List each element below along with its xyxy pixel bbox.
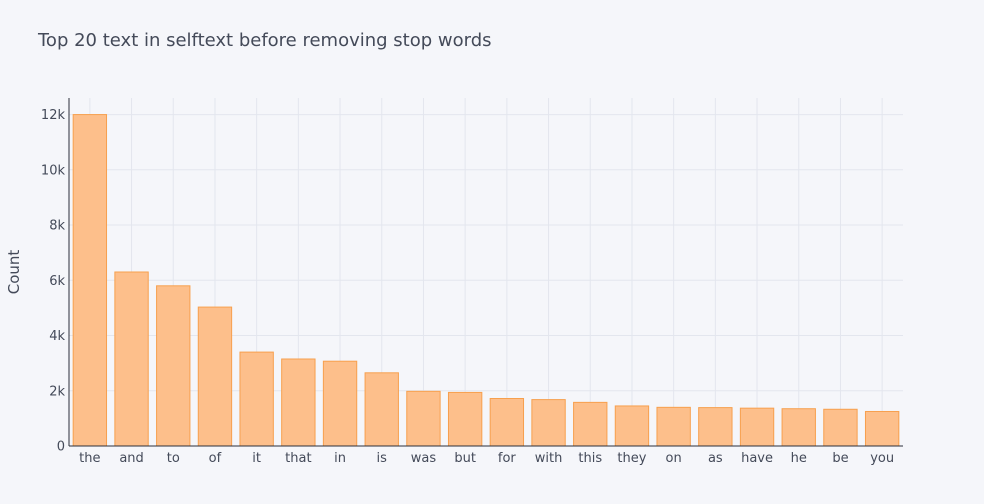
bar-but [447, 391, 483, 447]
x-tick-label: and [119, 451, 143, 466]
x-tick-label: on [666, 451, 682, 466]
x-tick-label: the [79, 451, 100, 466]
x-tick-label: this [578, 451, 602, 466]
bar-is [364, 372, 399, 447]
y-tick-label: 12k [41, 108, 66, 123]
bar-be [823, 408, 858, 447]
y-tick-label: 10k [41, 163, 66, 178]
bar-and [114, 271, 149, 447]
bar-that [281, 358, 316, 447]
x-tick-label: in [334, 451, 346, 466]
bar-as [698, 407, 733, 447]
x-tick-label: be [832, 451, 848, 466]
bar-to [156, 285, 191, 447]
x-tick-label: for [498, 451, 517, 466]
bar-they [614, 405, 650, 447]
bar-for [489, 397, 525, 447]
bar-on [656, 406, 691, 447]
x-tick-label: of [209, 451, 222, 466]
x-tick-label: but [454, 451, 476, 466]
y-tick-label: 0 [57, 440, 65, 455]
y-tick-label: 6k [49, 274, 65, 289]
bar-it [239, 351, 274, 447]
x-tick-label: with [535, 451, 563, 466]
bar-in [322, 360, 358, 447]
bar-this [573, 401, 608, 447]
chart-title: Top 20 text in selftext before removing … [38, 30, 492, 51]
x-tick-label: you [870, 451, 894, 466]
x-tick-label: is [377, 451, 388, 466]
bar-was [406, 390, 441, 447]
bar-with [531, 399, 566, 447]
x-tick-label: he [791, 451, 807, 466]
bar-the [72, 114, 108, 447]
y-tick-label: 4k [49, 329, 65, 344]
x-tick-label: that [285, 451, 311, 466]
bar-he [781, 408, 816, 447]
bar-of [197, 306, 233, 447]
x-tick-label: as [708, 451, 723, 466]
y-axis-title: Count [5, 250, 23, 295]
x-tick-label: they [617, 451, 646, 466]
x-tick-label: was [411, 451, 437, 466]
y-tick-label: 2k [49, 384, 65, 399]
x-tick-label: to [167, 451, 180, 466]
bar-you [864, 410, 900, 447]
y-tick-label: 8k [49, 219, 65, 234]
bar-have [739, 407, 775, 447]
x-tick-label: have [741, 451, 773, 466]
x-tick-label: it [252, 451, 261, 466]
